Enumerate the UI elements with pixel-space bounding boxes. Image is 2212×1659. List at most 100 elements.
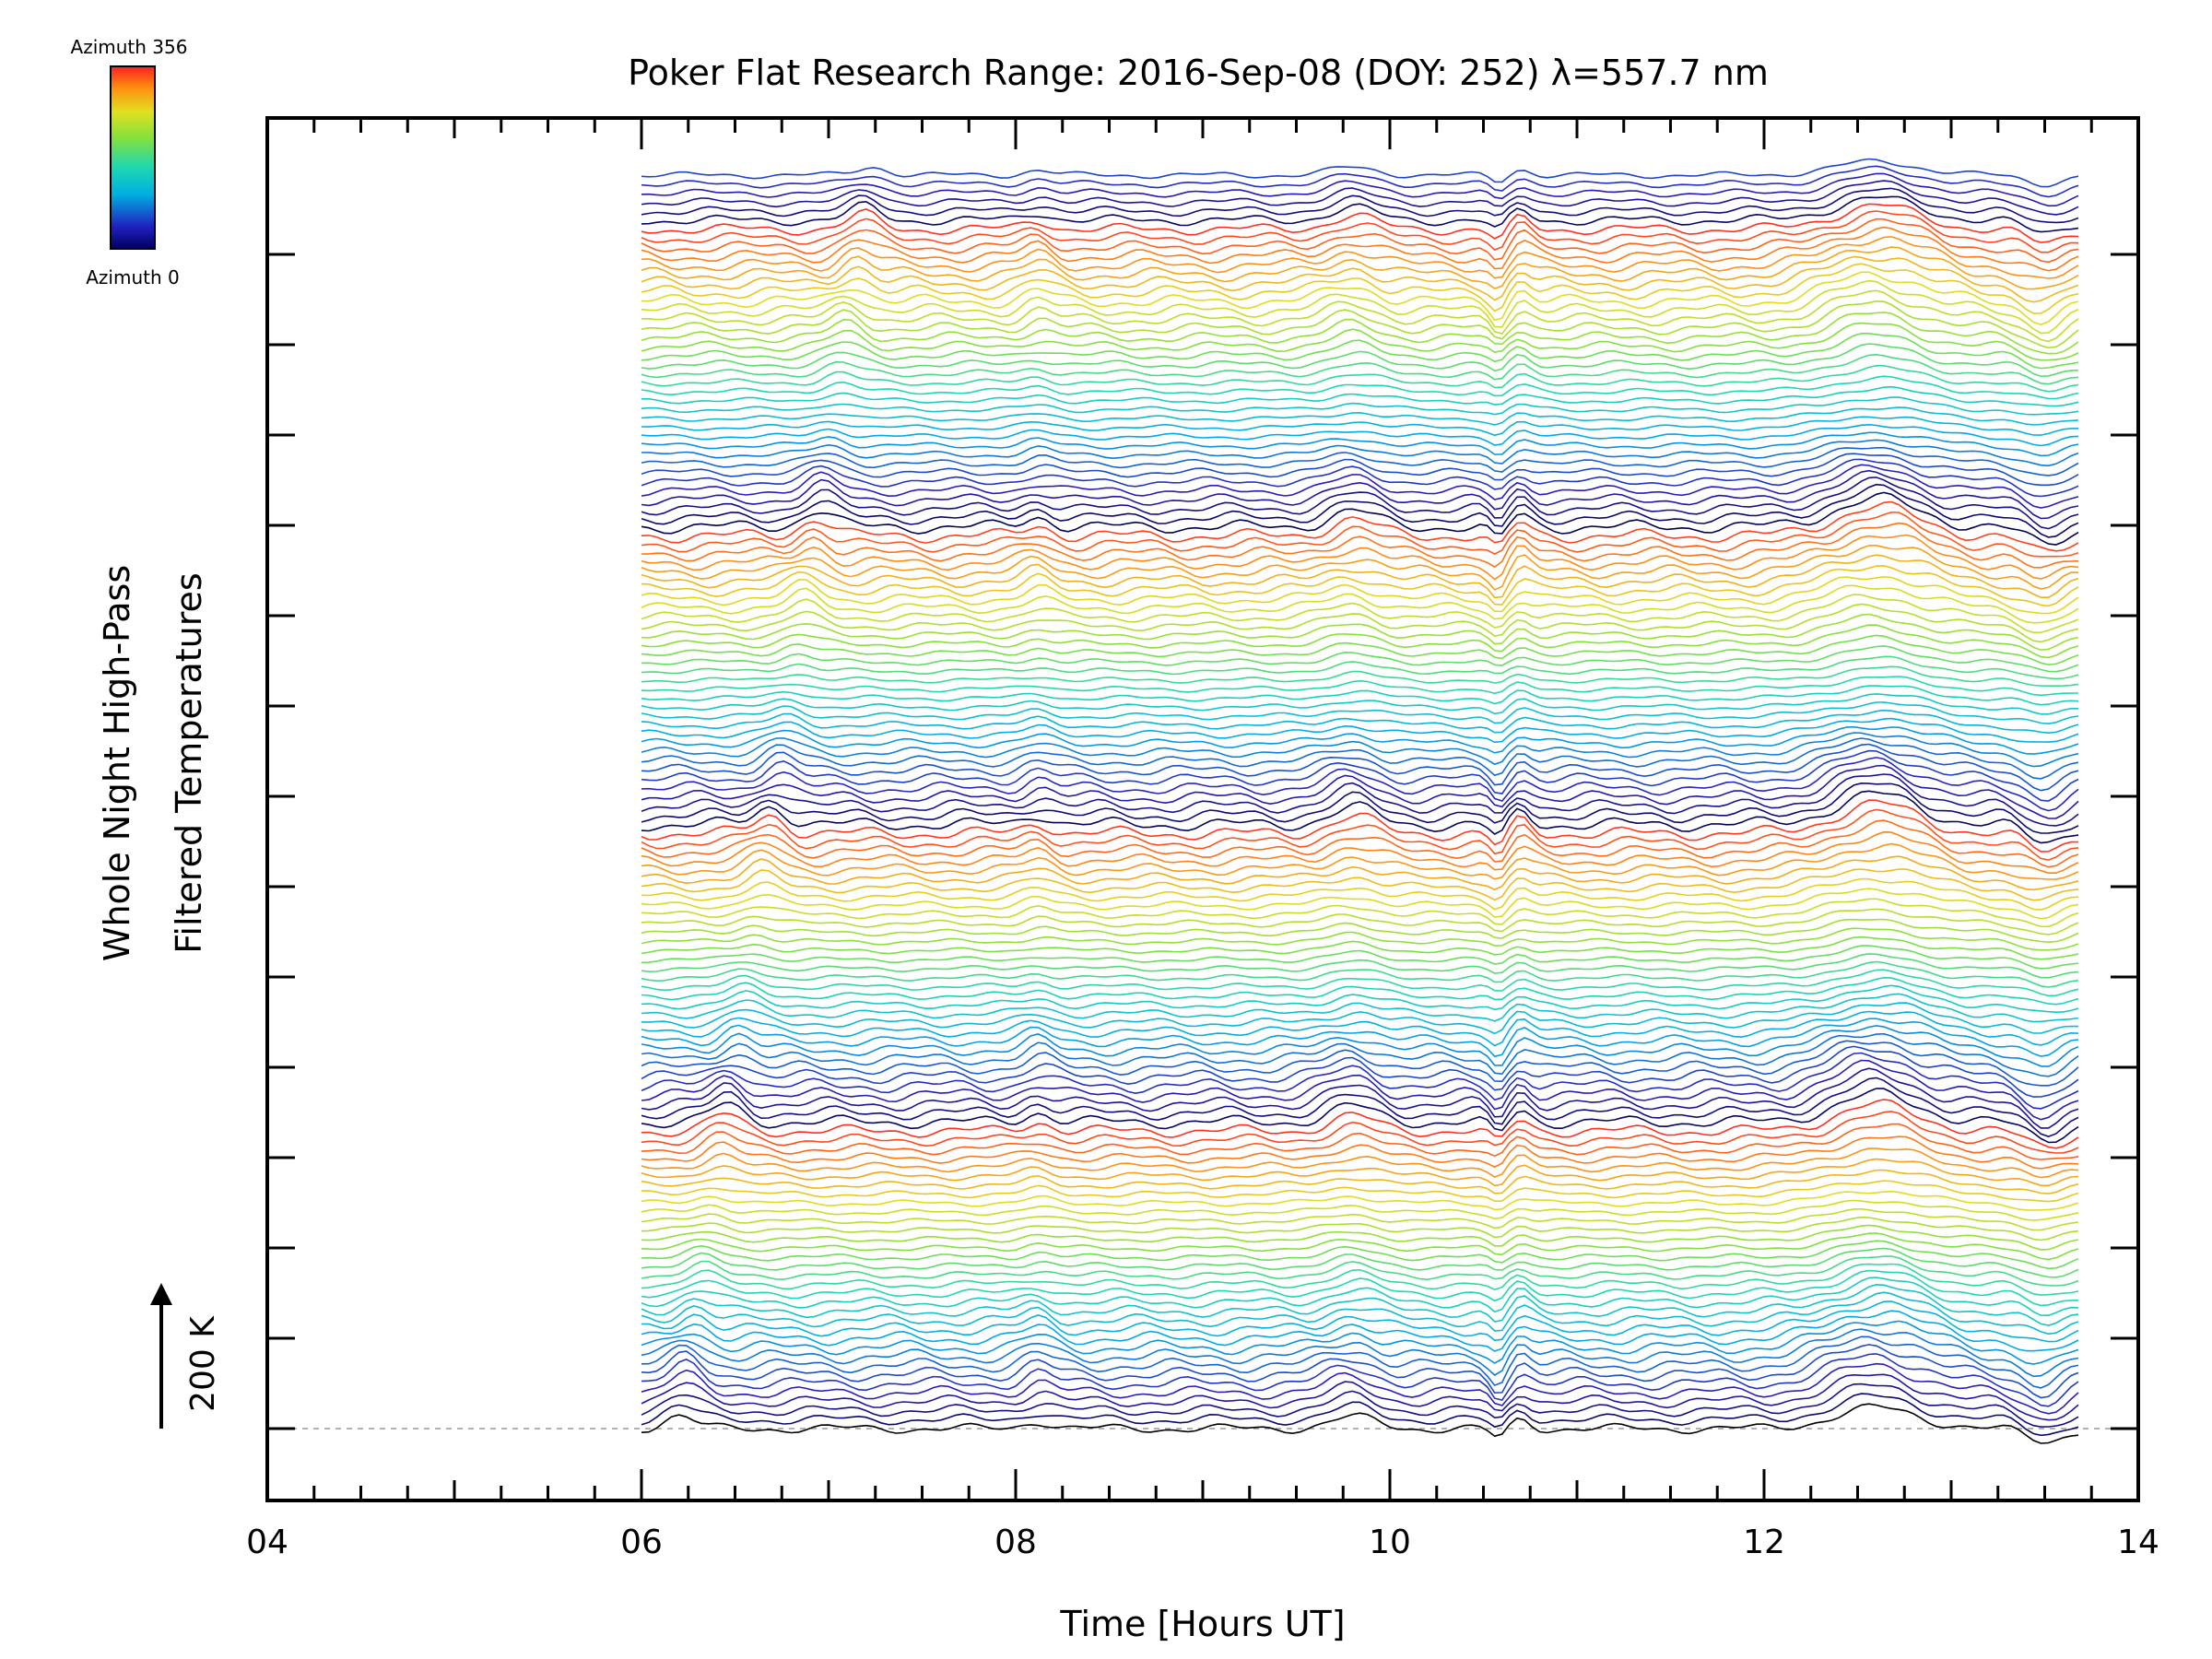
temperature-trace xyxy=(641,289,2079,343)
temperature-trace xyxy=(641,868,2079,901)
temperature-trace xyxy=(641,945,2079,970)
temperature-trace xyxy=(641,842,2079,880)
temperature-trace xyxy=(641,165,2079,198)
temperature-trace xyxy=(641,236,2079,279)
temperature-trace xyxy=(641,790,2079,844)
temperature-trace xyxy=(641,1224,2079,1251)
temperature-trace xyxy=(641,927,2079,951)
x-tick-label: 06 xyxy=(620,1524,663,1561)
temperature-trace xyxy=(641,1059,2079,1121)
temperature-trace xyxy=(641,423,2079,447)
temperature-trace xyxy=(641,1283,2079,1326)
temperature-trace xyxy=(641,645,2079,673)
temperature-trace xyxy=(641,634,2079,666)
temperature-trace xyxy=(641,544,2079,591)
temperature-trace xyxy=(641,312,2079,355)
temperature-trace xyxy=(641,953,2079,979)
temperature-trace xyxy=(641,1232,2079,1261)
temperature-trace xyxy=(641,976,2079,1006)
x-tick-label: 04 xyxy=(246,1524,288,1561)
temperature-trace xyxy=(641,1199,2079,1221)
temperature-trace xyxy=(641,271,2079,325)
temperature-trace xyxy=(641,1088,2079,1144)
temperature-trace xyxy=(641,1263,2079,1296)
temperature-trace xyxy=(641,1362,2079,1415)
temperature-trace xyxy=(641,782,2079,834)
temperature-trace xyxy=(641,1158,2079,1187)
temperature-trace xyxy=(641,819,2079,868)
temperature-trace xyxy=(641,665,2079,687)
temperature-trace xyxy=(641,195,2079,233)
axis-ticks xyxy=(265,118,2140,1500)
temperature-trace xyxy=(641,732,2079,768)
temperature-trace xyxy=(641,1010,2079,1047)
x-tick-labels: 04 06 08 10 12 14 xyxy=(246,1524,2159,1561)
temperature-trace xyxy=(641,1099,2079,1149)
temperature-trace xyxy=(641,1240,2079,1270)
temperature-trace xyxy=(641,446,2079,477)
temperature-trace xyxy=(641,575,2079,615)
temperature-trace xyxy=(641,613,2079,652)
temperature-trace xyxy=(641,693,2078,715)
temperature-trace xyxy=(641,375,2079,400)
temperature-trace xyxy=(641,180,2079,216)
temperature-trace xyxy=(641,416,2079,437)
temperature-trace xyxy=(641,584,2079,624)
temperature-trace xyxy=(641,1002,2079,1035)
temperature-trace xyxy=(641,676,2079,697)
temperature-trace xyxy=(641,172,2079,207)
temperature-trace xyxy=(641,1123,2079,1160)
y-axis-label-line1: Whole Night High-Pass xyxy=(97,565,137,961)
temperature-traces xyxy=(641,158,2079,1444)
x-tick-label: 12 xyxy=(1743,1524,1785,1561)
temperature-trace xyxy=(641,1255,2079,1287)
temperature-trace xyxy=(641,396,2079,416)
temperature-trace xyxy=(641,534,2079,581)
temperature-trace xyxy=(641,1216,2079,1241)
temperature-trace xyxy=(641,554,2079,599)
temperature-trace xyxy=(641,898,2079,928)
temperature-trace xyxy=(641,279,2079,335)
temperature-trace xyxy=(641,969,2079,997)
temperature-trace xyxy=(641,522,2079,569)
temperature-trace xyxy=(641,1277,2079,1317)
temperature-trace xyxy=(641,1147,2079,1179)
temperature-trace xyxy=(641,655,2079,680)
temperature-trace xyxy=(641,353,2079,385)
temperature-trace xyxy=(641,1111,2079,1154)
temperature-trace xyxy=(641,511,2079,558)
temperature-trace xyxy=(641,1032,2079,1077)
temperature-trace xyxy=(641,226,2079,272)
temperature-trace xyxy=(641,1045,2079,1098)
temperature-trace xyxy=(641,1393,2079,1437)
scale-bar-arrowhead xyxy=(150,1283,172,1305)
x-tick-label: 10 xyxy=(1369,1524,1411,1561)
temperature-trace xyxy=(641,431,2079,457)
temperature-trace xyxy=(641,1335,2079,1389)
temperature-trace xyxy=(641,1300,2079,1343)
temperature-trace xyxy=(641,993,2079,1023)
temperature-trace xyxy=(641,717,2079,744)
y-axis-label-line2: Filtered Temperatures xyxy=(169,572,209,953)
scale-bar-label: 200 K xyxy=(184,1315,222,1412)
temperature-trace xyxy=(641,1353,2079,1407)
temperature-trace xyxy=(641,210,2079,253)
temperature-trace xyxy=(641,1180,2079,1203)
temperature-trace xyxy=(641,385,2079,407)
x-axis-label: Time [Hours UT] xyxy=(1059,1604,1345,1644)
temperature-trace xyxy=(641,1382,2079,1428)
temperature-trace xyxy=(641,500,2079,552)
temperature-trace xyxy=(641,439,2079,467)
temperature-trace xyxy=(641,773,2079,827)
temperature-trace xyxy=(641,343,2079,378)
temperature-trace xyxy=(641,1403,2079,1444)
temperature-trace xyxy=(641,1190,2079,1211)
temperature-trace xyxy=(641,855,2079,891)
temperature-trace xyxy=(641,918,2079,944)
temperature-trace xyxy=(641,1328,2079,1378)
temperature-trace xyxy=(641,757,2079,812)
temperature-trace xyxy=(641,218,2079,264)
temperature-trace xyxy=(641,701,2079,725)
temperature-trace xyxy=(641,737,2079,780)
